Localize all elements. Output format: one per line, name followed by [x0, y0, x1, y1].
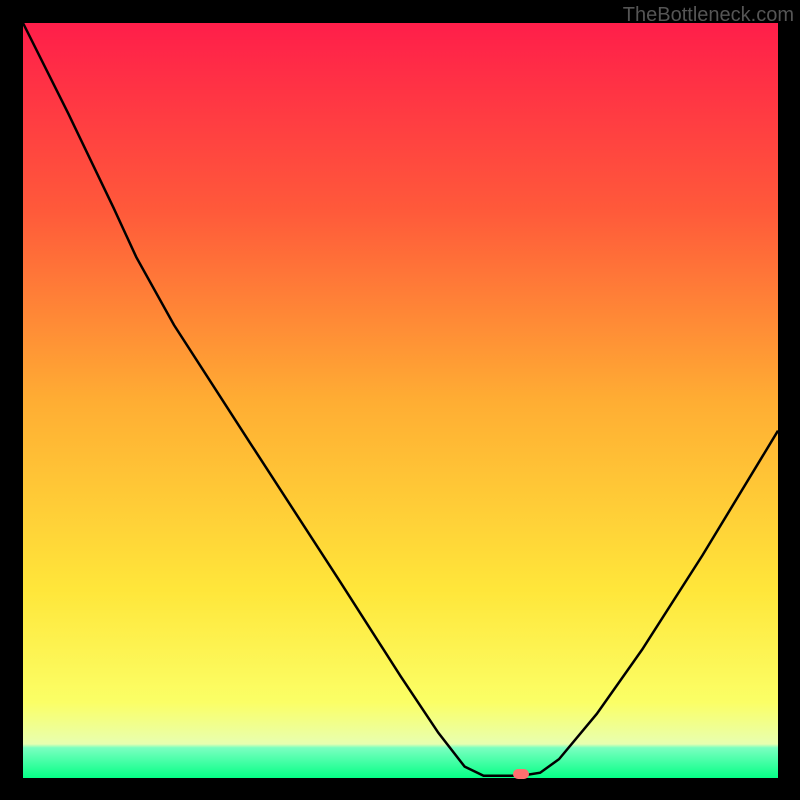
- chart-plot-area: [23, 23, 778, 778]
- bottleneck-curve: [23, 23, 778, 776]
- chart-svg: [23, 23, 778, 778]
- optimal-point-marker: [513, 769, 529, 779]
- watermark-text: TheBottleneck.com: [623, 4, 794, 27]
